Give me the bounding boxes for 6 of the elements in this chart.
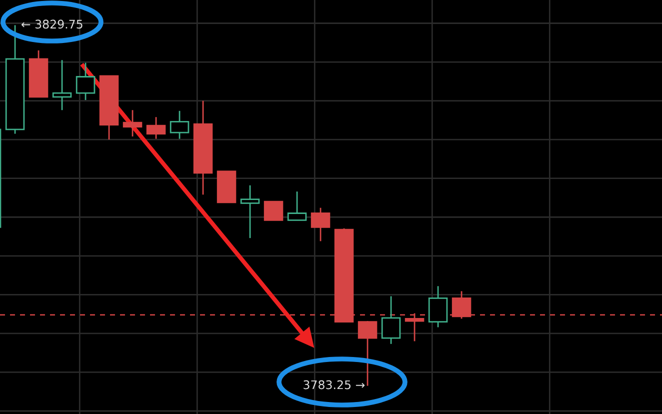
candlestick bbox=[193, 100, 213, 196]
candlestick bbox=[240, 184, 260, 239]
annotation: ← 3829.75 bbox=[21, 20, 82, 29]
candlestick bbox=[52, 59, 72, 111]
candlestick bbox=[122, 109, 142, 138]
annotation: 3783.25 → bbox=[304, 380, 365, 390]
